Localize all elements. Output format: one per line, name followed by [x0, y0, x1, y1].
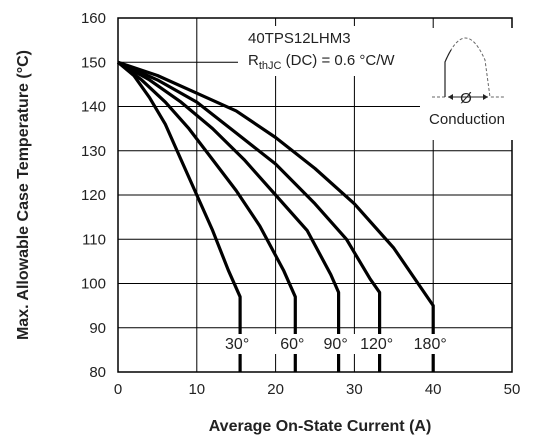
phi-symbol: Ø	[460, 90, 472, 107]
x-tick-labels: 0 10 20 30 40 50	[114, 381, 521, 398]
y-axis-title: Max. Allowable Case Temperature (°C)	[15, 50, 32, 340]
inset-background	[420, 28, 515, 140]
annotation-background	[238, 26, 432, 76]
arrow-right-icon	[483, 94, 488, 100]
x-tick-label: 50	[504, 381, 521, 398]
series-label-background	[315, 334, 362, 354]
thermal-resistance: RthJC (DC) = 0.6 °C/W	[248, 52, 395, 72]
annotation-box: 40TPS12LHM3 RthJC (DC) = 0.6 °C/W	[238, 26, 432, 76]
arrow-left-icon	[448, 94, 453, 100]
series-line	[116, 61, 242, 372]
x-axis-title: Average On-State Current (A)	[209, 418, 432, 435]
series-label-background	[410, 334, 457, 354]
conduction-waveform	[432, 37, 505, 98]
y-tick-label: 80	[89, 364, 106, 381]
y-tick-label: 120	[81, 187, 106, 204]
x-tick-label: 40	[425, 381, 442, 398]
series-group	[116, 60, 435, 372]
conduction-inset: Ø Conduction	[420, 28, 515, 140]
series-label: 120°	[360, 336, 393, 353]
series-labels: 30° 60° 90° 120° 180°	[217, 334, 457, 354]
series-line	[117, 60, 382, 372]
y-tick-label: 110	[82, 231, 106, 248]
series-line	[117, 60, 435, 372]
conduction-shaded	[444, 49, 452, 97]
y-tick-label: 160	[81, 10, 106, 27]
y-tick-label: 100	[81, 276, 106, 293]
y-tick-labels: 80 90 100 110 120 130 140 150 160	[81, 10, 106, 381]
plot-frame	[117, 17, 513, 373]
series-line	[117, 61, 297, 372]
conduction-label: Conduction	[429, 111, 505, 128]
y-tick-label: 150	[81, 54, 106, 71]
series-label-background	[272, 334, 319, 354]
part-number: 40TPS12LHM3	[248, 30, 351, 47]
series-label-background	[356, 334, 403, 354]
x-tick-label: 20	[267, 381, 284, 398]
x-tick-label: 0	[114, 381, 122, 398]
series-label-background	[217, 334, 264, 354]
x-tick-label: 10	[188, 381, 205, 398]
series-label: 60°	[280, 336, 304, 353]
series-line	[117, 60, 341, 372]
series-label: 180°	[414, 336, 447, 353]
x-tick-label: 30	[346, 381, 363, 398]
y-tick-label: 90	[89, 320, 106, 337]
y-tick-label: 130	[81, 143, 106, 160]
y-tick-label: 140	[81, 99, 106, 116]
series-label: 90°	[324, 336, 348, 353]
series-label: 30°	[225, 336, 249, 353]
